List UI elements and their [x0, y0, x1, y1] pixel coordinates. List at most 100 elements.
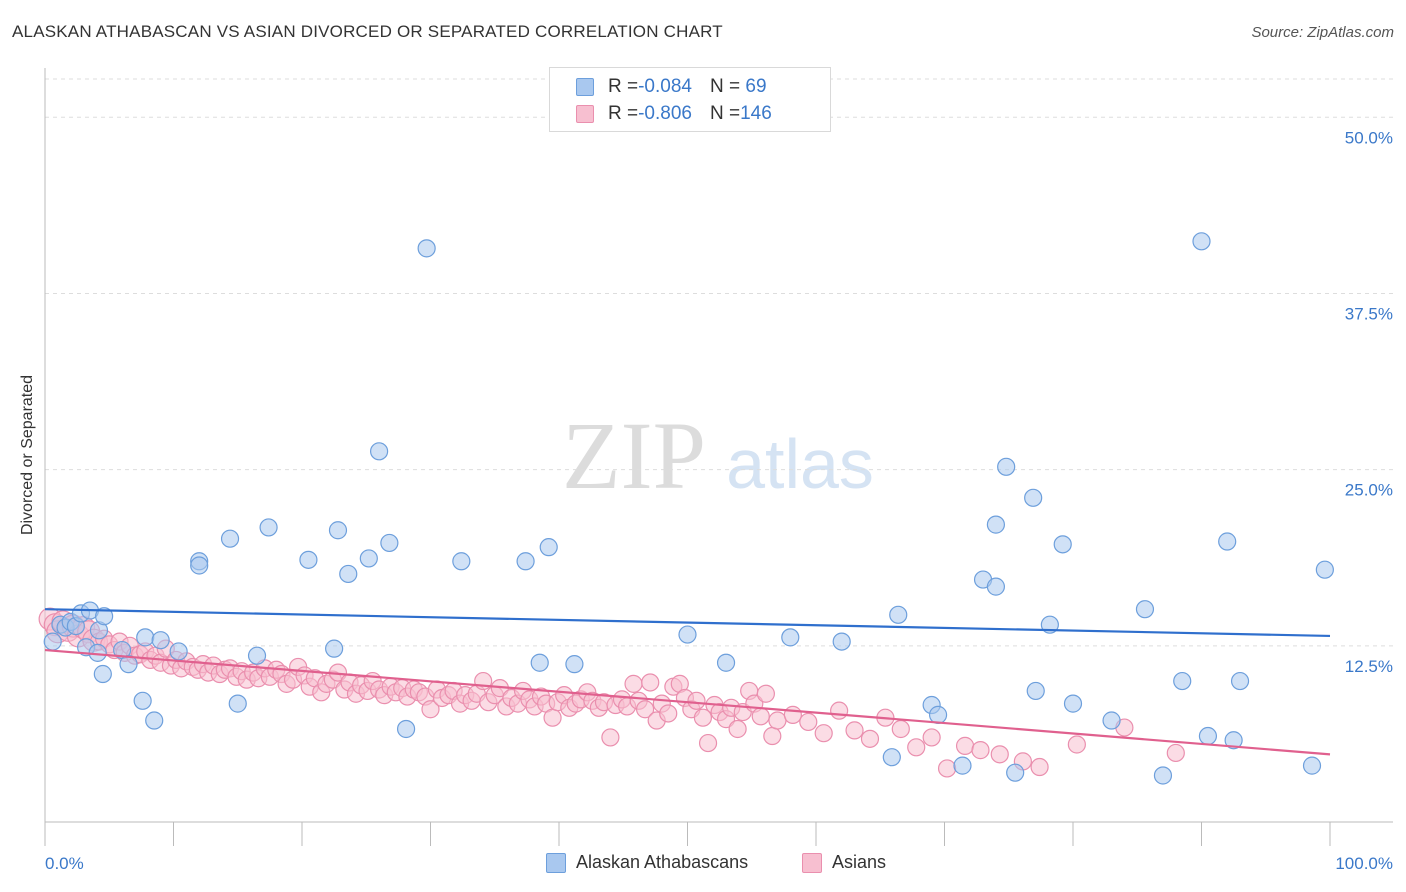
bottom-legend-asians: Asians	[802, 852, 886, 873]
point-alaskan-athabascan	[220, 529, 240, 548]
point-asian	[971, 741, 990, 760]
point-alaskan-athabascan	[953, 756, 972, 775]
point-alaskan-athabascan	[1315, 560, 1334, 579]
bottom-legend-label-alaskan: Alaskan Athabascans	[576, 852, 749, 872]
point-alaskan-athabascan	[247, 646, 267, 665]
legend-n-label: N =	[709, 76, 741, 97]
point-alaskan-athabascan	[1026, 681, 1045, 701]
watermark: ZIP atlas	[562, 402, 874, 509]
y-axis-label: Divorced or Separated	[19, 374, 36, 536]
point-alaskan-athabascan	[190, 556, 209, 575]
bottom-legend-alaskan: Alaskan Athabascans	[546, 852, 748, 873]
point-asian	[860, 729, 880, 748]
point-alaskan-athabascan	[1006, 763, 1025, 782]
y-tick-label: 12.5%	[1345, 657, 1393, 676]
point-alaskan-athabascan	[928, 705, 948, 724]
legend-swatch-alaskan	[576, 78, 594, 96]
correlation-legend: R = -0.084 N = 69 R = -0.806 N = 146	[549, 67, 831, 132]
point-alaskan-athabascan	[889, 605, 908, 624]
point-alaskan-athabascan	[359, 549, 378, 568]
trend-lines	[44, 608, 1331, 756]
legend-n-value: 146	[740, 103, 772, 124]
point-alaskan-athabascan	[832, 632, 851, 651]
point-asian	[687, 691, 706, 710]
point-alaskan-athabascan	[1218, 532, 1237, 551]
grid-lines	[45, 78, 1393, 647]
legend-n-value: 69	[740, 76, 767, 97]
point-asian	[891, 719, 910, 739]
point-asian	[659, 704, 678, 723]
point-asian	[814, 724, 833, 743]
trend-line-asians	[44, 648, 1331, 756]
point-asian	[922, 728, 941, 747]
point-asian	[937, 759, 957, 778]
point-alaskan-athabascan	[1230, 671, 1250, 691]
point-asian	[907, 738, 926, 757]
point-asian	[830, 701, 849, 720]
point-alaskan-athabascan	[986, 577, 1006, 596]
legend-row-alaskan: R = -0.084 N = 69	[576, 75, 767, 99]
point-alaskan-athabascan	[1102, 711, 1121, 730]
point-alaskan-athabascan	[1224, 731, 1243, 750]
point-asian	[955, 736, 975, 755]
point-alaskan-athabascan	[565, 655, 584, 674]
point-alaskan-athabascan	[259, 518, 278, 537]
series-asians	[38, 607, 1185, 778]
legend-row-asians: R = -0.806 N = 146	[576, 102, 772, 126]
bottom-legend-label-asians: Asians	[832, 852, 887, 872]
trend-line-alaskan	[44, 608, 1331, 638]
point-asian	[624, 674, 643, 693]
point-asian	[783, 705, 802, 724]
point-asian	[698, 733, 718, 753]
tick-labels: 12.5% 25.0% 37.5% 50.0% 0.0% 100.0%	[45, 128, 1393, 873]
point-alaskan-athabascan	[325, 639, 344, 658]
legend-swatch-asians	[576, 105, 594, 123]
point-alaskan-athabascan	[1053, 535, 1072, 554]
point-alaskan-athabascan	[151, 631, 170, 650]
point-asian	[728, 719, 747, 739]
point-asian	[641, 673, 660, 692]
point-alaskan-athabascan	[169, 642, 188, 661]
bottom-legend-swatch-alaskan	[546, 852, 566, 873]
point-alaskan-athabascan	[1135, 600, 1155, 619]
point-alaskan-athabascan	[1153, 766, 1173, 785]
point-alaskan-athabascan	[986, 515, 1006, 534]
y-tick-label: 25.0%	[1345, 481, 1393, 500]
point-asian	[421, 700, 440, 719]
point-alaskan-athabascan	[1173, 671, 1192, 691]
legend-r-label: R =	[608, 103, 639, 124]
point-alaskan-athabascan	[997, 457, 1016, 476]
point-asian	[693, 708, 713, 727]
point-alaskan-athabascan	[95, 607, 114, 626]
point-alaskan-athabascan	[328, 521, 348, 540]
point-alaskan-athabascan	[1024, 488, 1043, 507]
point-asian	[990, 745, 1009, 764]
watermark-atlas: atlas	[726, 425, 874, 503]
legend-r-label: R =	[608, 76, 639, 97]
point-alaskan-athabascan	[380, 533, 399, 553]
point-alaskan-athabascan	[299, 550, 318, 569]
bottom-legend-swatch-asians	[802, 852, 822, 873]
point-alaskan-athabascan	[716, 653, 736, 672]
point-alaskan-athabascan	[539, 538, 558, 557]
x-tick-label-start: 0.0%	[45, 854, 84, 873]
point-alaskan-athabascan	[678, 625, 697, 644]
point-alaskan-athabascan	[516, 552, 535, 571]
point-alaskan-athabascan	[370, 442, 389, 461]
y-tick-label: 37.5%	[1345, 304, 1393, 323]
point-asian	[756, 684, 775, 703]
point-alaskan-athabascan	[339, 564, 358, 584]
legend-n-label: N =	[709, 103, 741, 124]
series-alaskan-athabascans	[43, 232, 1334, 785]
point-asian	[601, 728, 620, 747]
point-alaskan-athabascan	[781, 628, 800, 647]
point-alaskan-athabascan	[1063, 694, 1083, 713]
point-asian	[751, 707, 770, 726]
point-alaskan-athabascan	[1198, 726, 1218, 746]
watermark-zip: ZIP	[562, 402, 706, 509]
source-label: Source: ZipAtlas.com	[1251, 24, 1394, 41]
point-alaskan-athabascan	[417, 239, 436, 258]
point-alaskan-athabascan	[452, 552, 471, 571]
point-alaskan-athabascan	[136, 628, 155, 647]
point-alaskan-athabascan	[882, 748, 901, 767]
